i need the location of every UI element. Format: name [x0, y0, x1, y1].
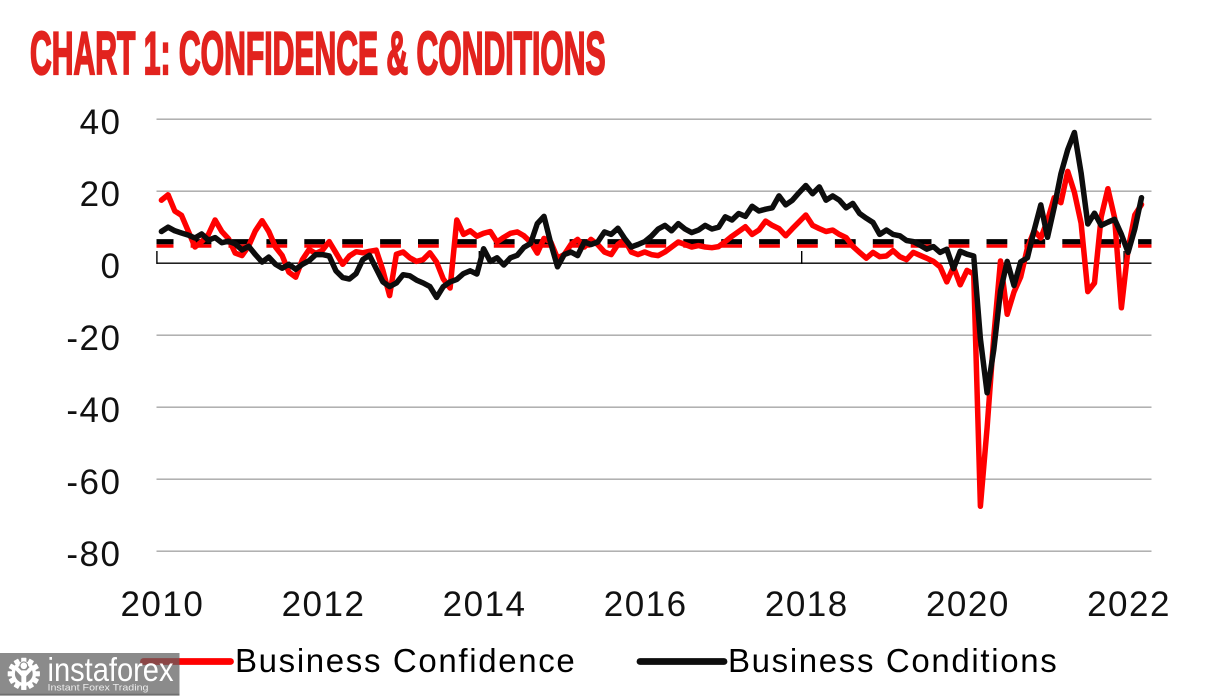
svg-text:Instant Forex Trading: Instant Forex Trading — [48, 683, 149, 694]
svg-text:instaforex: instaforex — [48, 651, 174, 688]
